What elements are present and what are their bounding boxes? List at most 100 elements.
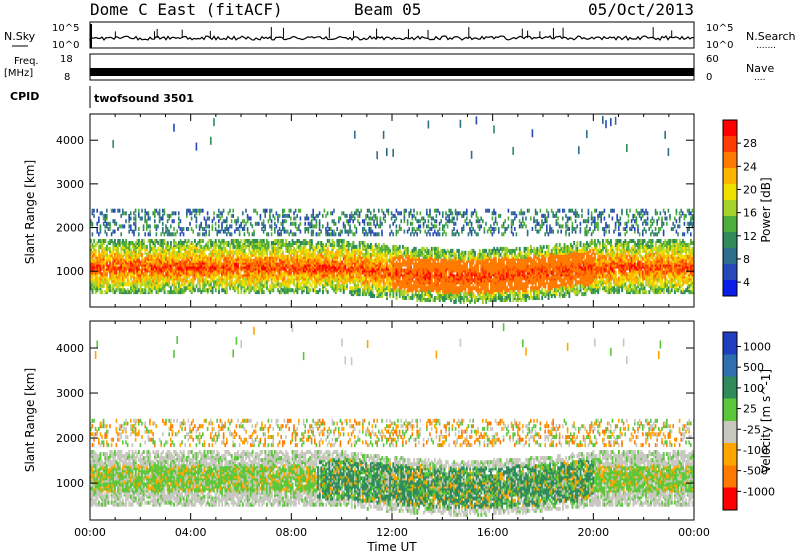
heatmap-cell	[210, 239, 212, 243]
heatmap-cell	[312, 288, 315, 293]
heatmap-cell	[427, 229, 430, 234]
heatmap-cell	[406, 219, 409, 224]
heatmap-cell	[277, 229, 279, 234]
heatmap-cell	[323, 244, 326, 249]
heatmap-cell	[114, 278, 116, 283]
heatmap-cell	[267, 219, 270, 224]
heatmap-cell	[221, 227, 223, 231]
heatmap-cell	[325, 227, 327, 231]
heatmap-cell	[110, 232, 113, 237]
heatmap-cell	[363, 241, 366, 245]
heatmap-cell	[91, 250, 94, 255]
heatmap-cell	[286, 213, 289, 218]
heatmap-cell	[315, 278, 318, 283]
heatmap-cell	[240, 239, 243, 243]
heatmap-cell	[451, 211, 454, 216]
heatmap-cell	[125, 211, 127, 216]
heatmap-cell	[405, 268, 408, 273]
heatmap-cell	[157, 252, 160, 257]
heatmap-cell	[394, 266, 396, 271]
heatmap-cell	[342, 246, 345, 251]
freq-right-tick-bottom: 0	[706, 72, 712, 83]
heatmap-cell	[98, 232, 100, 237]
heatmap-cell	[190, 216, 193, 221]
heatmap-cell	[258, 221, 260, 226]
heatmap-cell	[395, 284, 398, 289]
heatmap-cell	[173, 219, 175, 224]
heatmap-cell	[437, 208, 439, 213]
heatmap-cell	[296, 258, 299, 263]
heatmap-cell	[184, 276, 187, 281]
heatmap-cell	[282, 221, 284, 226]
heatmap-cell	[227, 250, 230, 255]
heatmap-cell	[218, 278, 220, 283]
heatmap-cell	[429, 232, 431, 237]
heatmap-cell	[181, 272, 184, 277]
heatmap-cell	[317, 241, 320, 245]
heatmap-cell	[427, 213, 430, 218]
heatmap-cell	[450, 292, 452, 297]
heatmap-cell	[392, 221, 394, 226]
heatmap-cell	[294, 208, 297, 213]
heatmap-cell	[338, 219, 340, 224]
heatmap-cell	[136, 282, 139, 287]
heatmap-cell	[114, 229, 116, 234]
heatmap-cell	[98, 254, 100, 259]
heatmap-cell	[157, 290, 160, 295]
heatmap-cell	[141, 243, 144, 247]
heatmap-cell	[234, 239, 236, 243]
heatmap-cell	[222, 229, 225, 234]
heatmap-cell	[205, 276, 208, 281]
heatmap-cell	[330, 243, 332, 247]
heatmap-cell	[421, 246, 424, 251]
heatmap-cell	[315, 232, 318, 237]
heatmap-cell	[288, 256, 291, 261]
heatmap-cell	[338, 250, 340, 255]
heatmap-cell	[203, 270, 206, 275]
heatmap-cell	[406, 221, 409, 226]
heatmap-cell	[138, 208, 140, 213]
heatmap-cell	[402, 258, 404, 263]
heatmap-cell	[349, 224, 351, 229]
heatmap-cell	[120, 224, 122, 229]
heatmap-cell	[355, 229, 358, 234]
heatmap-cell	[443, 260, 446, 265]
heatmap-cell	[318, 221, 321, 226]
heatmap-cell	[294, 232, 297, 237]
heatmap-cell	[285, 219, 287, 224]
heatmap-cell	[142, 258, 145, 263]
heatmap-cell	[307, 227, 310, 231]
heatmap-cell	[163, 211, 166, 216]
heatmap-cell	[373, 219, 375, 224]
heatmap-cell	[274, 252, 276, 257]
heatmap-cell	[149, 232, 151, 237]
heatmap-cell	[197, 274, 200, 279]
heatmap-cell	[338, 232, 340, 237]
heatmap-cell	[214, 244, 217, 249]
heatmap-cell	[386, 244, 388, 249]
heatmap-cell	[259, 260, 262, 265]
heatmap-cell	[224, 290, 227, 295]
heatmap-cell	[318, 219, 321, 224]
heatmap-cell	[442, 288, 444, 293]
heatmap-cell	[168, 213, 170, 218]
heatmap-cell	[174, 241, 177, 245]
heatmap-cell	[253, 246, 256, 251]
heatmap-cell	[91, 280, 94, 285]
heatmap-cell	[298, 280, 300, 285]
heatmap-cell	[282, 213, 284, 218]
heatmap-cell	[302, 244, 305, 249]
heatmap-cell	[170, 224, 172, 229]
heatmap-cell	[112, 272, 115, 277]
heatmap-cell	[291, 248, 294, 253]
heatmap-cell	[274, 216, 276, 221]
heatmap-cell	[325, 264, 328, 269]
heatmap-cell	[176, 229, 178, 234]
heatmap-cell	[282, 272, 284, 277]
heatmap-cell	[202, 227, 204, 231]
heatmap-cell	[434, 219, 436, 224]
heatmap-cell	[306, 241, 308, 245]
heatmap-cell	[386, 292, 388, 297]
heatmap-cell	[310, 224, 313, 229]
heatmap-cell	[307, 241, 310, 245]
